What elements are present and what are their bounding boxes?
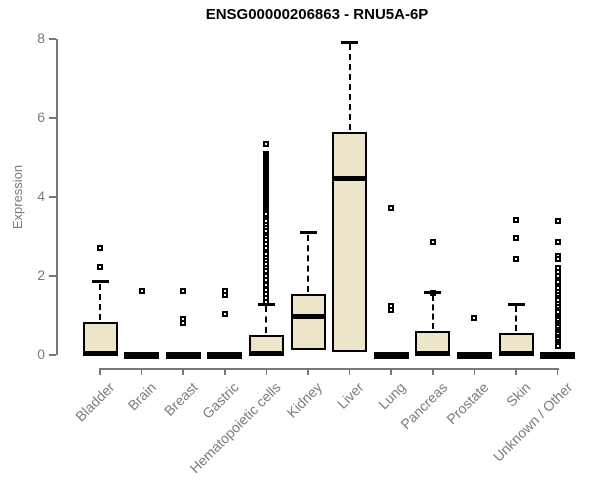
whisker-cap-pancreas <box>424 291 442 295</box>
outlier-point-unknown-other <box>554 239 561 246</box>
median-line-liver <box>332 176 368 182</box>
x-tick <box>556 368 559 375</box>
outlier-point-unknown-other <box>554 278 561 285</box>
box-bladder <box>82 321 118 355</box>
y-tick-label: 0 <box>37 346 45 362</box>
outlier-point-lung <box>388 307 395 314</box>
outlier-point-gastric <box>221 291 228 298</box>
outlier-point-unknown-other <box>554 217 561 224</box>
median-line-unknown-other <box>540 351 576 359</box>
x-tick <box>265 368 268 375</box>
whisker-cap-skin <box>507 302 525 306</box>
y-tick-label: 8 <box>37 30 45 46</box>
x-tick <box>348 368 351 375</box>
outlier-point-pancreas <box>429 239 436 246</box>
outlier-point-bladder <box>97 263 103 270</box>
x-tick <box>140 368 143 375</box>
median-line-lung <box>373 351 409 359</box>
x-tick <box>224 368 226 375</box>
whisker-cap-hematopoietic-cells <box>257 302 275 306</box>
whisker-line-hematopoietic-cells <box>265 306 268 334</box>
y-tick-label: 6 <box>37 109 45 125</box>
y-tick <box>49 354 56 356</box>
whisker-cap-kidney <box>299 231 317 235</box>
outlier-point-hematopoietic-cells <box>263 210 270 217</box>
y-tick <box>49 196 56 198</box>
x-tick <box>515 368 517 375</box>
x-category-label-brain: Brain <box>124 379 159 414</box>
whisker-line-liver <box>348 44 351 130</box>
outlier-point-bladder <box>97 245 103 252</box>
whisker-line-pancreas <box>431 294 434 330</box>
x-tick <box>473 368 476 375</box>
median-line-kidney <box>290 314 326 320</box>
x-category-label-kidney: Kidney <box>283 379 326 421</box>
outlier-point-prostate <box>471 315 478 322</box>
y-tick-label: 2 <box>37 267 45 283</box>
outlier-point-skin <box>513 234 519 241</box>
outlier-point-unknown-other <box>554 256 561 263</box>
whisker-cap-bladder <box>91 280 109 284</box>
whisker-line-kidney <box>307 234 309 293</box>
y-tick <box>49 275 56 277</box>
outlier-point-hematopoietic-cells <box>263 281 270 288</box>
median-line-bladder <box>82 350 118 356</box>
median-line-prostate <box>456 351 492 359</box>
box-kidney <box>290 294 326 351</box>
median-line-gastric <box>207 351 243 359</box>
x-axis-line <box>99 368 559 370</box>
median-line-hematopoietic-cells <box>248 351 284 357</box>
x-category-label-lung: Lung <box>375 379 409 413</box>
outlier-point-unknown-other <box>554 273 561 279</box>
whisker-cap-liver <box>341 40 359 44</box>
x-category-label-unknown-other: Unknown / Other <box>489 379 575 465</box>
x-tick <box>307 368 309 375</box>
median-line-brain <box>124 351 160 359</box>
whisker-line-bladder <box>99 283 101 320</box>
x-tick <box>182 368 184 375</box>
outlier-point-lung <box>388 205 395 212</box>
outlier-point-unknown-other <box>554 343 561 350</box>
outlier-point-gastric <box>221 310 228 317</box>
x-tick <box>390 368 392 375</box>
chart-title: ENSG00000206863 - RNU5A-6P <box>205 6 429 23</box>
y-tick-label: 4 <box>37 188 45 204</box>
x-category-label-liver: Liver <box>334 379 367 412</box>
median-line-breast <box>165 351 201 359</box>
x-category-label-skin: Skin <box>502 379 534 410</box>
outlier-point-breast <box>180 319 187 326</box>
x-tick <box>99 368 101 375</box>
x-tick <box>432 368 434 375</box>
x-category-label-breast: Breast <box>160 379 201 419</box>
y-tick <box>49 38 56 40</box>
x-category-label-bladder: Bladder <box>71 379 118 425</box>
outlier-point-brain <box>138 288 145 294</box>
box-liver <box>332 131 368 352</box>
outlier-point-breast <box>180 287 187 294</box>
outlier-point-skin <box>513 216 519 223</box>
median-line-skin <box>498 351 534 357</box>
outlier-point-skin <box>513 255 519 262</box>
y-axis-line <box>56 39 58 355</box>
whisker-line-skin <box>515 306 517 332</box>
median-line-pancreas <box>415 351 451 357</box>
outlier-point-hematopoietic-cells <box>263 140 270 147</box>
y-tick <box>49 117 56 119</box>
x-category-label-prostate: Prostate <box>443 379 492 428</box>
